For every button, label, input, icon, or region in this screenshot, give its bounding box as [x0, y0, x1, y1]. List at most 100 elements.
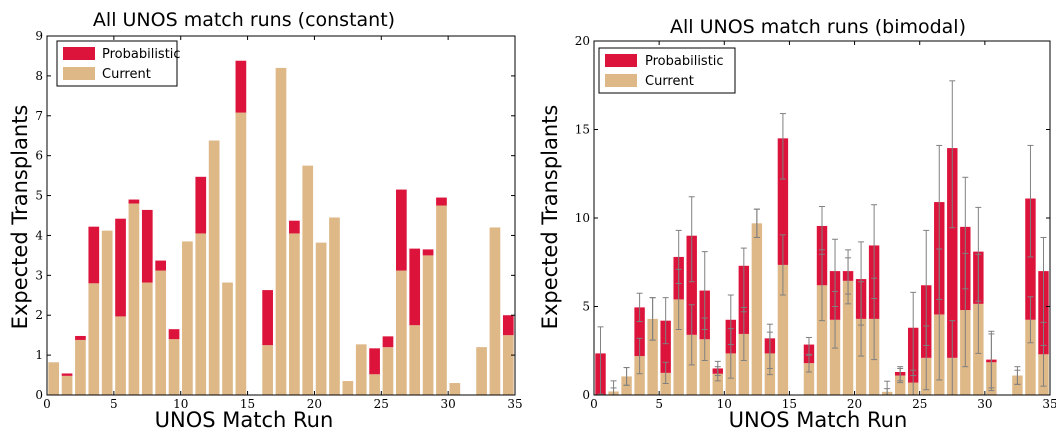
- x-tick-label: 5: [655, 397, 663, 411]
- x-tick-label: 30: [977, 397, 992, 411]
- chart-title: All UNOS match runs (constant): [93, 9, 395, 31]
- error-bar-probabilistic-4: [649, 297, 656, 341]
- bar-current-17: [275, 67, 287, 396]
- axis-ticks: 0 5 10 15 20 25 30 35 0 1 2 3 4 5 6 7 8 9: [35, 29, 522, 411]
- bar-probabilistic-24: [369, 348, 380, 375]
- chart-title: All UNOS match runs (bimodal): [670, 16, 966, 38]
- bar-current-23: [894, 375, 906, 395]
- legend-label-current: Current: [645, 74, 694, 89]
- plot-frame: [46, 35, 516, 396]
- error-bar-probabilistic-27: [949, 80, 956, 229]
- error-bar-probabilistic-29: [975, 206, 982, 302]
- bar-current-3: [88, 283, 100, 395]
- bar-probabilistic-5: [660, 320, 671, 373]
- error-bar-probabilistic-6: [675, 229, 682, 284]
- bar-probabilistic-3: [88, 226, 100, 284]
- legend-swatch-probabilistic: [605, 54, 637, 67]
- error-bar-current-14: [779, 234, 786, 296]
- bar-probabilistic-1: [61, 373, 73, 376]
- bar-current-8: [699, 339, 710, 395]
- bar-current-24: [369, 374, 380, 395]
- bar-current-10: [182, 241, 193, 395]
- bar-probabilistic-27: [409, 248, 421, 326]
- bar-current-14: [777, 264, 789, 395]
- error-bar-probabilistic-30: [988, 330, 995, 389]
- legend-swatch-probabilistic: [63, 47, 95, 60]
- error-bar-probabilistic-24: [910, 291, 917, 377]
- y-tick-label: 0: [35, 388, 43, 402]
- bar-current-27: [409, 325, 421, 395]
- bar-current-30: [449, 383, 461, 395]
- bar-probabilistic-29: [436, 197, 447, 206]
- error-bar-probabilistic-10: [727, 294, 734, 346]
- plot-frame: [593, 40, 1051, 396]
- legend: Probabilistic Current: [56, 40, 181, 87]
- bar-probabilistic-27: [947, 148, 958, 358]
- bar-current-33: [1025, 319, 1036, 395]
- bar-probabilistic-25: [382, 336, 394, 348]
- x-tick-label: 15: [782, 397, 797, 411]
- error-bar-probabilistic-34: [1040, 236, 1047, 346]
- bar-current-1: [61, 375, 73, 395]
- bar-current-16: [262, 345, 273, 395]
- bar-current-19: [842, 280, 854, 395]
- error-bar-probabilistic-2: [623, 367, 630, 386]
- error-bar-current-33: [1027, 296, 1034, 344]
- x-tick-label: 30: [441, 397, 456, 411]
- error-bar-probabilistic-3: [636, 292, 643, 323]
- bar-probabilistic-14: [777, 138, 789, 265]
- y-tick-label: 20: [575, 34, 590, 48]
- x-tick-label: 0: [43, 397, 51, 411]
- bar-probabilistic-7: [686, 235, 697, 335]
- bar-current-6: [673, 299, 684, 395]
- x-axis-label: UNOS Match Run: [155, 408, 334, 432]
- bar-current-14: [235, 112, 247, 395]
- chart-bimodal: All UNOS match runs (bimodal) UNOS Match…: [538, 16, 1056, 432]
- bar-probabilistic-5: [115, 218, 126, 317]
- bar-current-6: [128, 203, 140, 395]
- error-bar-probabilistic-26: [936, 144, 943, 300]
- legend: Probabilistic Current: [598, 47, 736, 94]
- bar-current-8: [155, 270, 167, 395]
- bar-probabilistic-9: [168, 329, 180, 340]
- y-tick-label: 5: [35, 189, 43, 203]
- bar-current-2: [75, 339, 86, 395]
- bar-current-26: [395, 270, 407, 395]
- error-bar-current-3: [636, 337, 643, 375]
- y-tick-label: 10: [575, 211, 590, 225]
- bar-current-13: [222, 282, 233, 395]
- error-bar-probabilistic-14: [779, 113, 786, 180]
- error-bar-probabilistic-17: [819, 205, 825, 255]
- y-tick-label: 0: [582, 388, 590, 402]
- bar-current-5: [115, 316, 126, 395]
- bar-probabilistic-33: [1025, 198, 1036, 320]
- error-bar-probabilistic-23: [897, 366, 904, 382]
- bar-current-29: [436, 205, 447, 395]
- legend-label-probabilistic: Probabilistic: [645, 54, 724, 69]
- y-tick-label: 6: [35, 149, 43, 163]
- bar-current-22: [342, 381, 354, 395]
- x-tick-label: 15: [240, 397, 255, 411]
- bar-current-9: [712, 373, 723, 395]
- bar-current-32: [476, 347, 487, 395]
- y-tick-label: 15: [575, 123, 590, 137]
- y-tick-label: 2: [35, 308, 43, 322]
- bar-current-16: [803, 363, 815, 395]
- error-bar-current-5: [662, 361, 669, 384]
- y-tick-label: 4: [35, 228, 43, 242]
- bars: [48, 60, 514, 396]
- bar-current-4: [101, 230, 113, 395]
- y-tick-label: 1: [35, 348, 43, 362]
- error-bar-probabilistic-8: [701, 251, 708, 331]
- bar-current-19: [302, 165, 314, 395]
- bar-current-20: [855, 318, 867, 395]
- legend-label-current: Current: [102, 67, 151, 82]
- y-tick-label: 3: [35, 268, 43, 282]
- error-bar-current-7: [688, 304, 695, 366]
- bar-current-20: [315, 242, 327, 395]
- x-tick-label: 25: [912, 397, 927, 411]
- bar-probabilistic-6: [128, 199, 140, 204]
- error-bar-probabilistic-7: [688, 196, 695, 283]
- error-bars: [597, 80, 1047, 396]
- x-tick-label: 35: [1042, 397, 1056, 411]
